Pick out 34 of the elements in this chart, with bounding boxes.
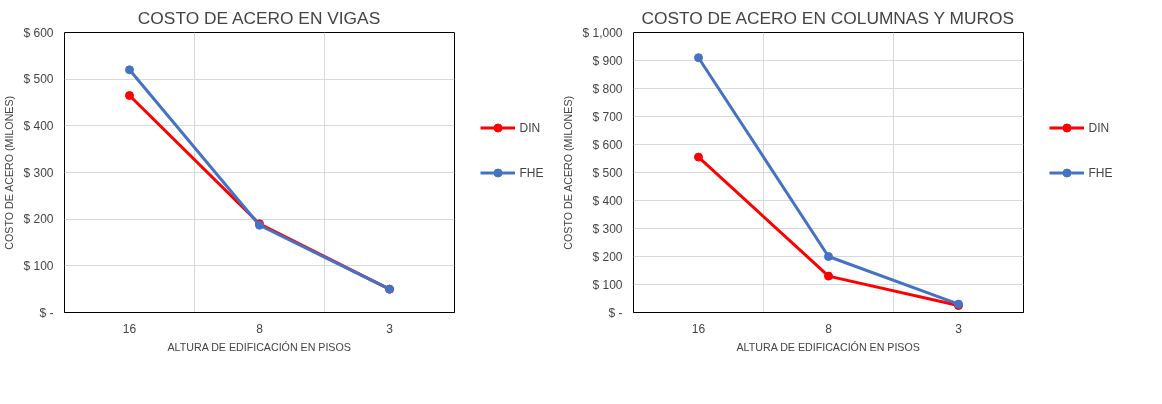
legend-label: FHE	[1088, 165, 1113, 180]
y-tick-label: $ 900	[592, 53, 623, 68]
y-tick-label: $ 300	[23, 165, 54, 180]
x-tick-label: 3	[955, 321, 963, 336]
y-tick-label: $ 200	[592, 249, 623, 264]
y-tick-label: $ -	[608, 305, 623, 320]
y-tick-label: $ 300	[592, 221, 623, 236]
x-tick-label: 8	[256, 321, 264, 336]
y-tick-label: $ 800	[592, 81, 623, 96]
x-tick-label: 16	[691, 321, 706, 336]
y-tick-label: $ 1,000	[582, 25, 623, 40]
y-tick-label: $ 600	[592, 137, 623, 152]
y-tick-label: $ 200	[23, 212, 54, 227]
x-axis-title: ALTURA DE EDIFICACIÓN EN PISOS	[167, 340, 351, 353]
y-tick-label: $ 700	[592, 109, 623, 124]
x-axis-title: ALTURA DE EDIFICACIÓN EN PISOS	[736, 340, 920, 353]
y-tick-label: $ -	[39, 305, 54, 320]
y-tick-label: $ 600	[23, 25, 54, 40]
x-tick-label: 8	[825, 321, 833, 336]
y-tick-label: $ 400	[23, 118, 54, 133]
x-tick-label: 3	[386, 321, 394, 336]
x-tick-label: 16	[122, 321, 137, 336]
legend-label: DIN	[519, 120, 541, 135]
y-tick-label: $ 100	[23, 258, 54, 273]
legend-label: FHE	[519, 165, 544, 180]
chart-title: COSTO DE ACERO EN VIGAS	[137, 7, 381, 28]
y-axis-title: COSTO DE ACERO (MILONES)	[562, 95, 575, 250]
y-axis-title: COSTO DE ACERO (MILONES)	[3, 95, 16, 250]
chart-title: COSTO DE ACERO EN COLUMNAS Y MUROS	[641, 7, 1015, 28]
y-tick-label: $ 500	[23, 72, 54, 87]
y-tick-label: $ 400	[592, 193, 623, 208]
y-tick-label: $ 100	[592, 277, 623, 292]
y-tick-label: $ 500	[592, 165, 623, 180]
legend-label: DIN	[1088, 120, 1110, 135]
